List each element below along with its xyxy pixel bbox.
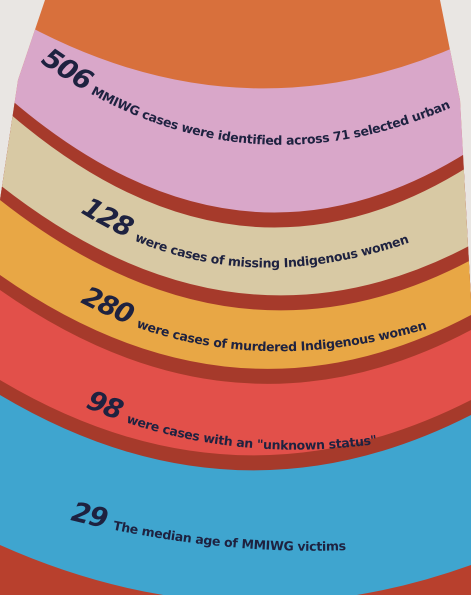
page: 506MMIWG cases were identified across 71…: [0, 0, 471, 595]
infographic-photo: 506MMIWG cases were identified across 71…: [0, 0, 471, 595]
